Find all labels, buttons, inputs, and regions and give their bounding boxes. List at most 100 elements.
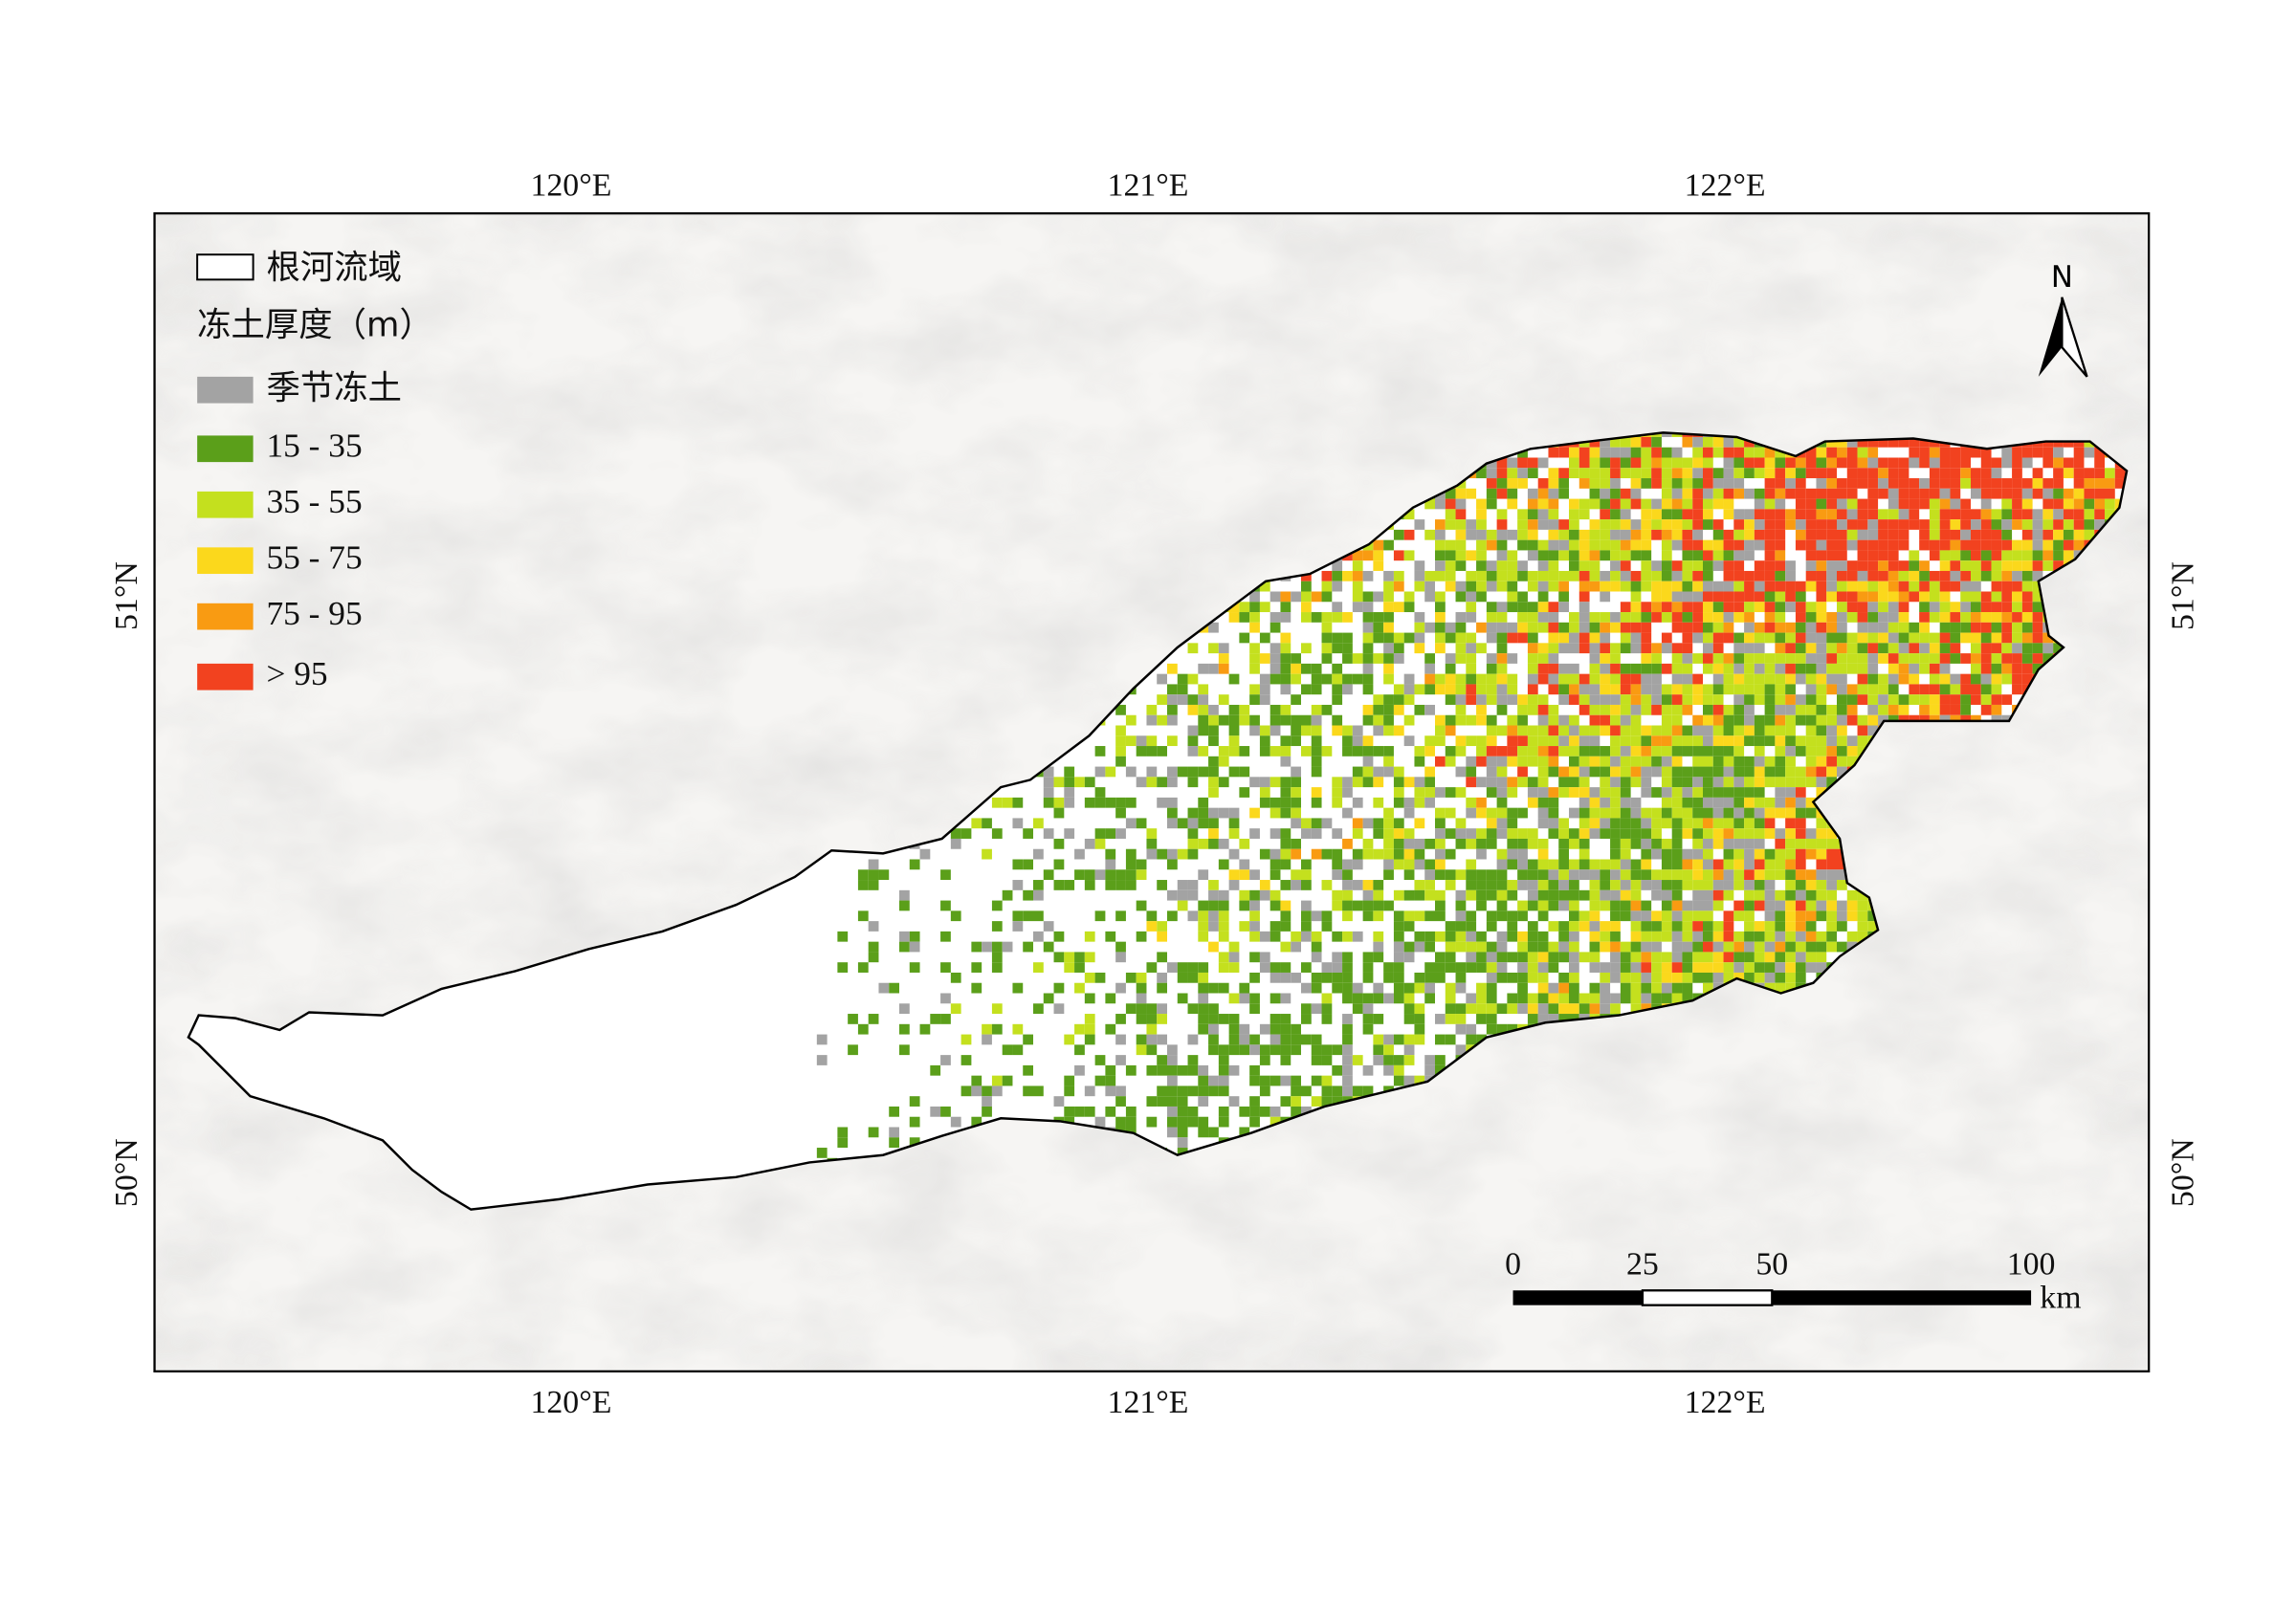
- raster-cell: [1280, 797, 1292, 808]
- raster-cell: [1578, 838, 1590, 849]
- raster-cell: [1589, 797, 1601, 808]
- raster-cell: [1888, 498, 1899, 510]
- raster-cell: [1919, 591, 1930, 603]
- raster-cell: [1837, 684, 1847, 695]
- raster-cell: [1764, 962, 1776, 973]
- raster-cell: [1671, 993, 1683, 1004]
- raster-cell: [1269, 993, 1281, 1004]
- raster-cell: [1157, 1086, 1167, 1097]
- raster-cell: [1733, 746, 1745, 757]
- raster-cell: [1383, 570, 1394, 581]
- raster-cell: [1280, 684, 1292, 695]
- raster-cell: [1311, 704, 1322, 715]
- raster-cell: [1919, 704, 1930, 715]
- raster-cell: [1857, 550, 1868, 561]
- raster-cell: [1466, 519, 1477, 530]
- raster-cell: [1362, 673, 1374, 685]
- raster-cell: [1105, 1075, 1116, 1086]
- raster-cell: [1496, 704, 1508, 715]
- raster-cell: [1321, 818, 1333, 829]
- raster-cell: [1424, 993, 1435, 1004]
- raster-cell: [1733, 931, 1745, 942]
- raster-cell: [1393, 1055, 1404, 1065]
- raster-cell: [1816, 602, 1827, 613]
- raster-cell: [1228, 869, 1240, 881]
- raster-cell: [1517, 612, 1528, 623]
- raster-cell: [1600, 478, 1611, 489]
- raster-cell: [1939, 570, 1951, 581]
- raster-cell: [1486, 962, 1497, 973]
- raster-cell: [1187, 962, 1199, 973]
- raster-cell: [1362, 612, 1374, 623]
- raster-cell: [1445, 931, 1456, 942]
- raster-cell: [1578, 746, 1590, 757]
- raster-cell: [1280, 777, 1292, 788]
- raster-cell: [1703, 581, 1713, 592]
- raster-cell: [1775, 468, 1786, 479]
- raster-cell: [1682, 766, 1693, 778]
- raster-cell: [1043, 766, 1054, 778]
- raster-cell: [1146, 735, 1158, 747]
- raster-cell: [1393, 848, 1404, 860]
- raster-cell: [1775, 612, 1786, 623]
- raster-cell: [1692, 777, 1703, 788]
- raster-cell: [1630, 643, 1642, 654]
- raster-cell: [1733, 560, 1745, 571]
- raster-cell: [1712, 602, 1724, 613]
- raster-cell: [1301, 663, 1312, 674]
- raster-cell: [1383, 900, 1394, 911]
- raster-cell: [1507, 714, 1518, 726]
- raster-cell: [1249, 807, 1260, 819]
- raster-cell: [1064, 766, 1075, 778]
- raster-cell: [1445, 622, 1456, 633]
- raster-cell: [1703, 468, 1713, 479]
- raster-cell: [1651, 972, 1662, 983]
- raster-cell: [1867, 539, 1879, 551]
- raster-cell: [1971, 632, 1981, 644]
- raster-cell: [1578, 952, 1590, 963]
- raster-cell: [1703, 777, 1713, 788]
- raster-cell: [1269, 797, 1281, 808]
- raster-cell: [1476, 570, 1487, 581]
- raster-cell: [1837, 602, 1847, 613]
- raster-cell: [1476, 735, 1487, 747]
- raster-cell: [1291, 1075, 1301, 1086]
- raster-cell: [1846, 900, 1858, 911]
- raster-cell: [1795, 519, 1806, 530]
- raster-cell: [1157, 694, 1167, 705]
- raster-cell: [1641, 704, 1652, 715]
- raster-cell: [1692, 498, 1703, 510]
- raster-cell: [1939, 457, 1951, 469]
- raster-cell: [1383, 622, 1394, 633]
- raster-cell: [1878, 643, 1888, 654]
- raster-cell: [1517, 704, 1528, 715]
- raster-cell: [1507, 931, 1518, 942]
- raster-cell: [1218, 746, 1229, 757]
- raster-cell: [1486, 972, 1497, 983]
- raster-cell: [1280, 962, 1292, 973]
- raster-cell: [1177, 972, 1188, 983]
- raster-cell: [1744, 848, 1755, 860]
- raster-cell: [982, 941, 992, 953]
- raster-cell: [1136, 993, 1147, 1004]
- raster-cell: [1630, 570, 1642, 581]
- raster-cell: [1712, 539, 1724, 551]
- raster-cell: [1084, 838, 1095, 849]
- raster-cell: [868, 1127, 879, 1138]
- raster-cell: [1723, 889, 1734, 901]
- raster-cell: [1620, 488, 1631, 499]
- raster-cell: [1610, 550, 1621, 561]
- raster-cell: [1867, 725, 1879, 736]
- raster-cell: [1651, 684, 1662, 695]
- raster-cell: [1208, 828, 1219, 839]
- raster-cell: [1857, 663, 1868, 674]
- raster-cell: [1064, 962, 1075, 973]
- raster-cell: [1527, 880, 1538, 890]
- raster-cell: [1620, 807, 1631, 819]
- raster-cell: [1280, 807, 1292, 819]
- raster-cell: [1476, 673, 1487, 685]
- raster-cell: [1641, 519, 1652, 530]
- raster-cell: [1846, 457, 1858, 469]
- raster-cell: [1589, 993, 1601, 1004]
- raster-cell: [1239, 838, 1250, 849]
